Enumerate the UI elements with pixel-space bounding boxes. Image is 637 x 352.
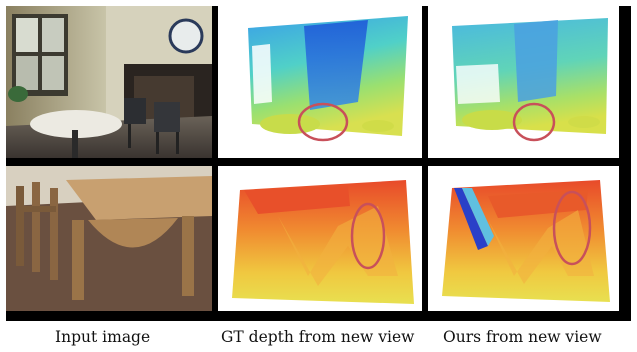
ours-depth-room (428, 6, 619, 158)
input-image-room (6, 6, 212, 158)
highlight-ellipse (512, 102, 556, 142)
gt-depth-table (218, 166, 422, 311)
caption-gt-depth: GT depth from new view (221, 328, 415, 346)
ours-depth-table (428, 166, 619, 311)
highlight-ellipse (552, 190, 592, 266)
caption-ours: Ours from new view (443, 328, 602, 346)
gt-depth-room (218, 6, 422, 158)
caption-input-image: Input image (55, 328, 151, 346)
highlight-ellipse (350, 202, 386, 270)
input-image-table (6, 166, 212, 311)
highlight-ellipse (297, 102, 349, 142)
